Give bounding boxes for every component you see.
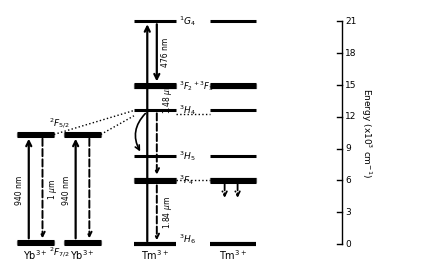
Text: $^3F_4$: $^3F_4$ [179,173,194,187]
Text: $^2F_{5/2}$: $^2F_{5/2}$ [49,117,70,131]
Text: $^3H_4$: $^3H_4$ [179,104,196,117]
Text: $^2F_{7/2}$: $^2F_{7/2}$ [49,246,70,260]
Text: 0: 0 [346,240,351,248]
Text: 9: 9 [346,144,351,153]
Text: 940 nm: 940 nm [62,175,71,205]
Text: Tm$^{3+}$: Tm$^{3+}$ [141,248,169,262]
Text: 18: 18 [346,49,357,58]
Text: 940 nm: 940 nm [15,175,24,205]
Text: 21: 21 [346,17,357,26]
Text: $^1G_4$: $^1G_4$ [179,14,196,28]
Text: Tm$^{3+}$: Tm$^{3+}$ [219,248,247,262]
Text: 1.84 $\mu$m: 1.84 $\mu$m [161,196,173,229]
Text: Yb$^{3+}$: Yb$^{3+}$ [23,248,48,262]
Text: $^3F_2$$^+$$^3F_3$: $^3F_2$$^+$$^3F_3$ [179,79,213,93]
Text: 3: 3 [346,208,351,217]
Text: 1.48 $\mu$m: 1.48 $\mu$m [161,81,173,114]
Text: 12: 12 [346,112,357,121]
Text: 476 nm: 476 nm [161,38,170,67]
Text: $^3H_6$: $^3H_6$ [179,232,196,246]
Text: Yb$^{3+}$: Yb$^{3+}$ [70,248,95,262]
Text: 6: 6 [346,176,351,185]
Text: $^3H_5$: $^3H_5$ [179,149,195,163]
Text: 15: 15 [346,81,357,89]
Text: 1 $\mu$m: 1 $\mu$m [46,179,59,201]
Text: Energy (x10$^3$ cm$^{-1}$): Energy (x10$^3$ cm$^{-1}$) [359,88,374,178]
